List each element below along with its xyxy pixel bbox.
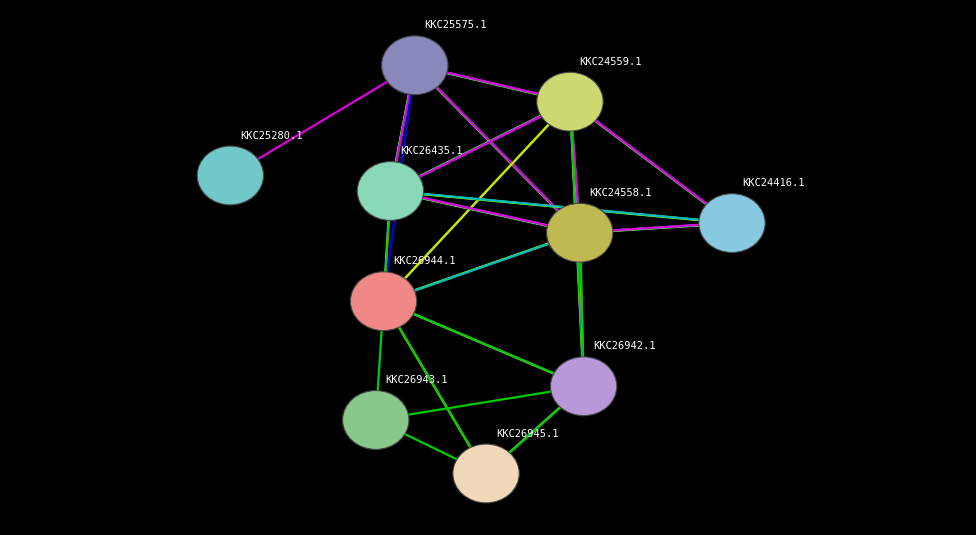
Text: KKC24558.1: KKC24558.1 [590,188,652,198]
Ellipse shape [357,162,424,220]
Ellipse shape [550,357,617,416]
Text: KKC26943.1: KKC26943.1 [386,375,448,385]
Ellipse shape [350,272,417,331]
Text: KKC26942.1: KKC26942.1 [593,341,656,351]
Ellipse shape [453,444,519,503]
Ellipse shape [547,203,613,262]
Text: KKC24416.1: KKC24416.1 [742,178,804,188]
Text: KKC25280.1: KKC25280.1 [240,131,303,141]
Ellipse shape [343,391,409,449]
Text: KKC25575.1: KKC25575.1 [425,20,487,30]
Text: KKC24559.1: KKC24559.1 [580,57,642,67]
Ellipse shape [537,72,603,131]
Ellipse shape [382,36,448,95]
Ellipse shape [197,146,264,205]
Text: KKC26435.1: KKC26435.1 [400,146,463,156]
Text: KKC26945.1: KKC26945.1 [496,429,558,439]
Text: KKC26944.1: KKC26944.1 [393,256,456,266]
Ellipse shape [699,194,765,253]
